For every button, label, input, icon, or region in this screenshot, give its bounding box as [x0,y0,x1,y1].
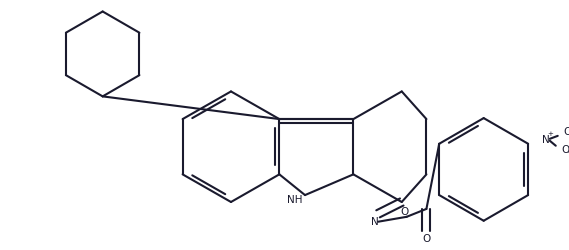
Text: NH: NH [287,195,303,205]
Text: O: O [562,145,569,155]
Text: O: O [401,207,409,217]
Text: +: + [547,131,552,137]
Text: N: N [371,217,379,227]
Text: O: O [563,127,569,137]
Text: -: - [568,148,569,157]
Text: N: N [542,135,550,145]
Text: O: O [422,234,431,243]
